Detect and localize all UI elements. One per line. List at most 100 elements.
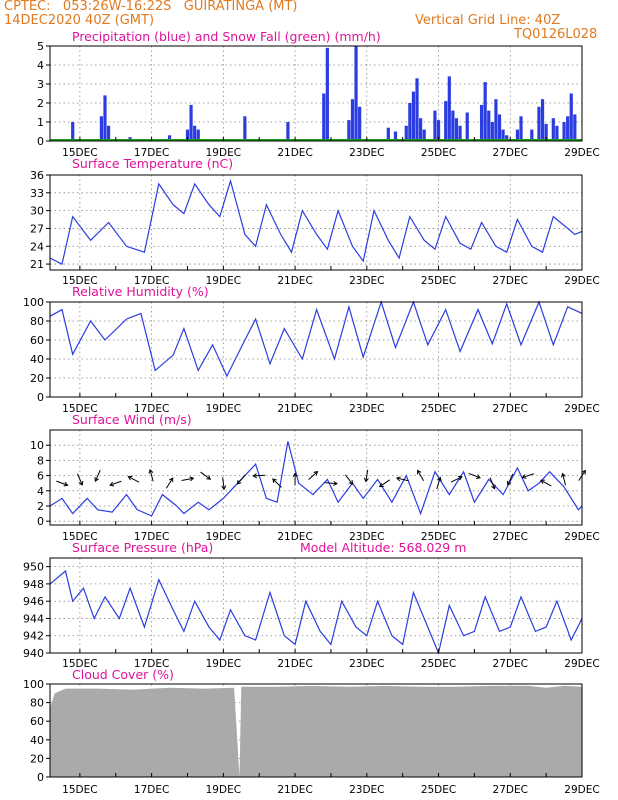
wind-vector-head <box>348 480 354 485</box>
x-tick-label: 27DEC <box>493 658 528 670</box>
cloud-area <box>50 685 583 777</box>
wind-vector <box>324 482 337 485</box>
precip-bar <box>243 116 247 141</box>
wind-vector-head <box>313 470 319 476</box>
precip-bar <box>562 122 566 141</box>
precip-bar <box>419 118 423 141</box>
panel-cloud-cover <box>46 683 583 778</box>
wind-vector-head <box>581 469 586 475</box>
precip-bar <box>189 104 193 141</box>
precip-bar <box>569 93 573 141</box>
x-tick-label: 21DEC <box>277 658 312 670</box>
precip-bar <box>530 129 534 141</box>
wind-vector <box>200 471 211 480</box>
wind-vector <box>396 477 409 482</box>
precip-bar <box>540 99 545 141</box>
precip-bar <box>404 125 408 141</box>
wind-vector <box>56 480 68 486</box>
x-tick-label: 17DEC <box>134 275 169 287</box>
wind-vector-head <box>560 472 566 478</box>
precip-bar <box>99 116 104 141</box>
wind-vector-head <box>417 469 422 475</box>
x-tick-label: 19DEC <box>206 275 241 287</box>
wind-vector-head <box>272 478 277 484</box>
panel-surface-pressure <box>46 557 583 655</box>
precip-bar <box>501 129 505 141</box>
x-tick-label: 19DEC <box>206 531 241 543</box>
series-line <box>49 569 583 655</box>
y-tick-label: 0 <box>37 515 44 528</box>
x-tick-label: 19DEC <box>206 784 241 796</box>
precip-bar <box>490 122 494 141</box>
series-line <box>49 441 583 517</box>
wind-vector <box>272 478 282 488</box>
y-tick-label: 0 <box>37 135 44 148</box>
y-tick-label: 1 <box>37 116 44 129</box>
wind-vector <box>94 469 101 482</box>
precip-bar <box>515 129 520 141</box>
precip-bar <box>71 122 75 141</box>
panel-frame <box>49 45 583 142</box>
x-tick-label: 19DEC <box>206 403 241 415</box>
wind-vector-head <box>94 477 99 482</box>
precip-bar <box>422 129 426 141</box>
panel-precipitation <box>46 45 583 142</box>
x-tick-label: 15DEC <box>62 658 97 670</box>
precip-bar <box>465 112 469 141</box>
precip-bar <box>458 125 462 141</box>
x-tick-label: 23DEC <box>349 275 384 287</box>
panel-frame <box>49 557 583 654</box>
precip-bar <box>408 103 412 141</box>
rh-title: Relative Humidity (%) <box>72 284 209 299</box>
y-tick-label: 0 <box>37 771 44 784</box>
x-tick-label: 27DEC <box>493 784 528 796</box>
pres-title: Surface Pressure (hPa) <box>72 540 214 555</box>
wind-vector-head <box>292 472 298 478</box>
wind-vector <box>149 469 154 482</box>
y-tick-label: 27 <box>30 222 44 235</box>
wind-vector <box>237 474 246 485</box>
y-tick-label: 6 <box>37 470 44 483</box>
precip-bar <box>494 99 498 141</box>
x-tick-label: 25DEC <box>421 275 456 287</box>
x-tick-label: 23DEC <box>349 658 384 670</box>
precip-bar <box>566 116 570 141</box>
y-tick-label: 940 <box>23 647 44 660</box>
series-line <box>49 178 583 265</box>
y-tick-label: 0 <box>37 391 44 404</box>
x-tick-label: 25DEC <box>421 658 456 670</box>
x-tick-label: 17DEC <box>134 403 169 415</box>
x-tick-label: 21DEC <box>277 403 312 415</box>
x-tick-label: 23DEC <box>349 784 384 796</box>
wind-vector-head <box>78 480 84 486</box>
x-tick-label: 17DEC <box>134 147 169 159</box>
x-tick-label: 19DEC <box>206 147 241 159</box>
y-tick-label: 3 <box>37 78 44 91</box>
wind-vector <box>253 474 266 477</box>
precip-bar <box>103 95 107 141</box>
y-tick-label: 60 <box>30 334 44 347</box>
wind-vector-head <box>540 479 545 485</box>
y-tick-label: 60 <box>30 715 44 728</box>
wind-vector <box>489 477 496 489</box>
y-tick-label: 24 <box>30 240 44 253</box>
wind-vector <box>181 477 194 482</box>
wind-vector-head <box>109 481 115 487</box>
wind-vector <box>308 471 318 480</box>
wind-vector-head <box>521 474 527 479</box>
wind-vector-head <box>436 476 442 482</box>
panel-frame <box>49 683 583 778</box>
x-tick-label: 23DEC <box>349 147 384 159</box>
altitude-label: Model Altitude: 568.029 m <box>300 540 467 555</box>
wind-vector-head <box>395 476 401 482</box>
x-tick-label: 23DEC <box>349 531 384 543</box>
y-tick-label: 80 <box>30 315 44 328</box>
wind-vector <box>77 473 83 486</box>
y-tick-label: 942 <box>23 630 44 643</box>
x-tick-label: 27DEC <box>493 403 528 415</box>
x-tick-label: 15DEC <box>62 784 97 796</box>
y-tick-label: 36 <box>30 169 44 182</box>
x-tick-label: 15DEC <box>62 147 97 159</box>
wind-vector-head <box>221 485 227 491</box>
